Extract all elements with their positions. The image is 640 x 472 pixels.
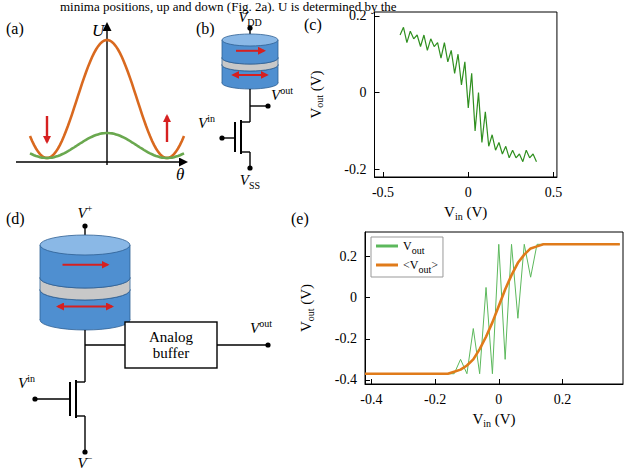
svg-text:in: in [455, 211, 463, 222]
svg-text:(b): (b) [196, 20, 215, 38]
svg-text:-0.2: -0.2 [424, 392, 446, 407]
svg-text:V−: V− [78, 453, 93, 471]
svg-text:(e): (e) [291, 210, 309, 228]
svg-text:Vin: Vin [18, 373, 35, 391]
svg-text:<V: <V [403, 258, 419, 272]
svg-text:V: V [298, 321, 314, 332]
svg-text:-0.4: -0.4 [335, 372, 357, 387]
svg-text:0: 0 [495, 392, 502, 407]
svg-text:Vout: Vout [271, 85, 293, 103]
svg-text:(V): (V) [308, 70, 325, 95]
svg-text:0.2: 0.2 [554, 392, 572, 407]
svg-text:>: > [431, 258, 438, 272]
svg-text:-0.5: -0.5 [372, 185, 394, 200]
svg-text:(V): (V) [298, 284, 315, 309]
svg-text:0: 0 [465, 185, 472, 200]
svg-text:0: 0 [350, 290, 357, 305]
svg-text:Vin: Vin [198, 113, 215, 131]
svg-text:U: U [92, 21, 106, 40]
svg-text:V: V [472, 411, 483, 427]
svg-text:-0.2: -0.2 [344, 162, 366, 177]
svg-text:out: out [305, 308, 316, 321]
svg-text:(c): (c) [304, 16, 322, 34]
svg-text:0: 0 [360, 85, 367, 100]
svg-text:-0.4: -0.4 [360, 392, 382, 407]
svg-text:in: in [483, 418, 491, 429]
svg-text:Analog: Analog [149, 329, 194, 345]
svg-text:out: out [412, 245, 425, 256]
svg-text:0.2: 0.2 [340, 249, 358, 264]
svg-text:Vout: Vout [250, 318, 272, 336]
svg-text:minima positions, up and down: minima positions, up and down (Fig. 2a).… [60, 0, 397, 14]
svg-text:V: V [308, 108, 324, 119]
svg-text:0.2: 0.2 [349, 8, 367, 23]
svg-text:0.5: 0.5 [545, 185, 563, 200]
svg-text:out: out [418, 264, 431, 275]
svg-text:(V): (V) [463, 204, 488, 221]
svg-text:(V): (V) [491, 411, 516, 428]
svg-text:V: V [403, 239, 412, 253]
svg-text:VSS: VSS [240, 172, 260, 191]
svg-text:θ: θ [176, 165, 184, 184]
svg-text:buffer: buffer [153, 345, 189, 361]
svg-text:(a): (a) [6, 20, 24, 38]
svg-text:(d): (d) [6, 210, 25, 228]
svg-text:VDD: VDD [238, 9, 262, 28]
svg-text:V+: V+ [78, 203, 93, 221]
svg-text:V: V [444, 204, 455, 220]
svg-text:-0.2: -0.2 [335, 331, 357, 346]
svg-text:out: out [314, 95, 325, 108]
